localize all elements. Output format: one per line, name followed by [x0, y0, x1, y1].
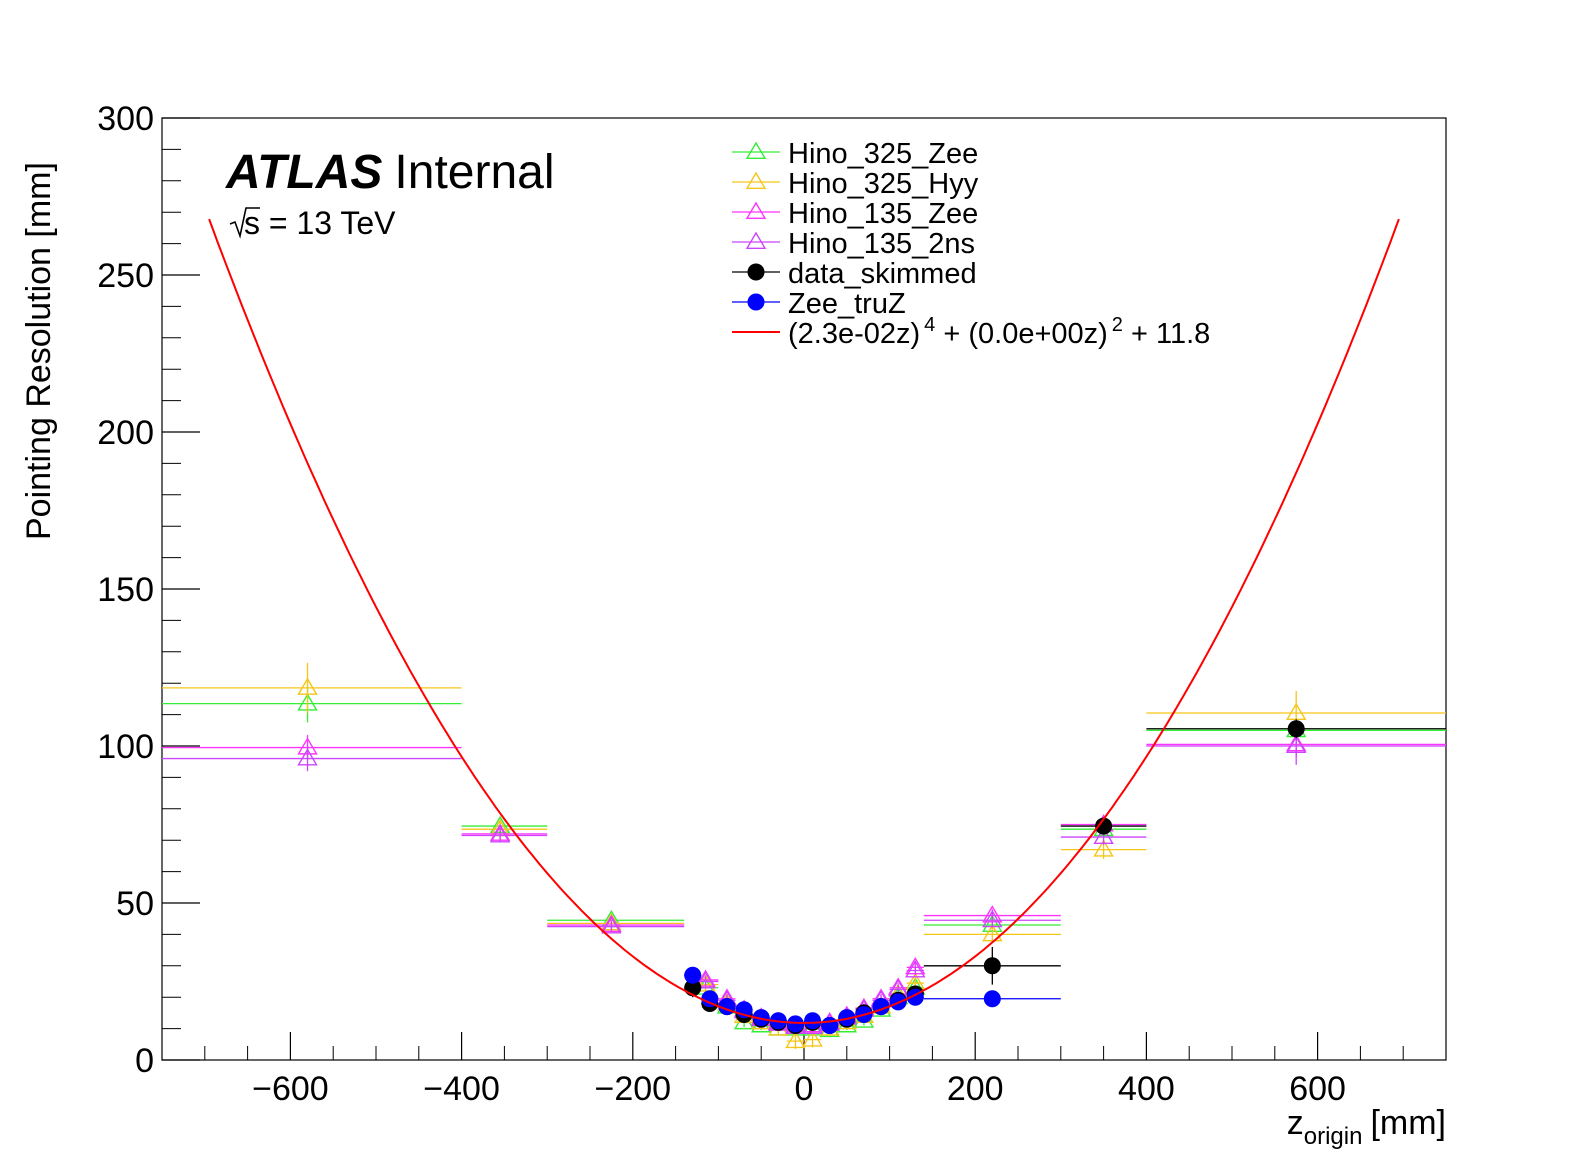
data-point [695, 969, 716, 987]
series-Hino_135_Zee [162, 731, 1446, 1033]
series-data_skimmed [684, 719, 1446, 1034]
x-axis-label-subscript: origin [1304, 1123, 1363, 1150]
data-point [1285, 735, 1307, 753]
x-tick-label: 0 [795, 1070, 814, 1108]
x-tick-label: −200 [595, 1070, 672, 1108]
legend-label: Hino_325_Zee [788, 138, 978, 170]
data-point [802, 1029, 823, 1047]
legend-swatch-marker [745, 141, 767, 159]
legend-label-exponent: 4 [924, 314, 935, 336]
legend-item-fit: (2.3e-02z) 4 + (0.0e+00z) 2 + 11.8 [732, 314, 1210, 350]
legend-swatch-marker [745, 231, 767, 249]
data-point [601, 916, 622, 934]
legend-item-Hino_135_Zee: Hino_135_Zee [732, 198, 978, 230]
legend-label-exponent: 2 [1112, 314, 1123, 336]
atlas-status: Internal [394, 146, 554, 199]
legend-item-Hino_325_Hyy: Hino_325_Hyy [732, 168, 979, 200]
legend-label: Hino_325_Hyy [788, 168, 979, 200]
legend-swatch-marker [745, 201, 767, 219]
y-axis-label: Pointing Resolution [mm] [20, 162, 58, 540]
x-tick-label: 200 [947, 1070, 1004, 1108]
x-tick-label: 400 [1118, 1070, 1175, 1108]
data-point [695, 974, 716, 992]
legend-label-part: (2.3e-02z) [788, 318, 920, 350]
legend-item-Hino_135_2ns: Hino_135_2ns [732, 228, 975, 260]
data-point [983, 990, 1001, 1008]
data-point [1093, 826, 1114, 845]
fit-curve [208, 218, 1400, 1024]
legend-label: (2.3e-02z) 4 + (0.0e+00z) 2 + 11.8 [788, 314, 1210, 350]
y-tick-label: 100 [97, 728, 154, 766]
legend-label: Hino_135_2ns [788, 228, 975, 260]
energy-label: s = 13 TeV [244, 205, 396, 241]
legend-label: Zee_truZ [788, 288, 906, 320]
data-point [785, 1030, 806, 1049]
data-point [601, 914, 622, 932]
data-point [804, 1012, 822, 1030]
data-point [695, 971, 716, 989]
legend: Hino_325_ZeeHino_325_HyyHino_135_ZeeHino… [732, 138, 1210, 350]
y-tick-label: 50 [116, 885, 154, 923]
legend-item-Zee_truZ: Zee_truZ [732, 288, 906, 320]
x-axis-label-unit: [mm] [1370, 1104, 1446, 1142]
data-point [982, 909, 1003, 928]
series-Hino_135_2ns [162, 727, 1446, 1035]
x-axis-label-main: z [1287, 1104, 1304, 1142]
series-Hino_325_Hyy [162, 662, 1446, 1050]
data-point [1093, 839, 1114, 857]
data-point [982, 924, 1003, 942]
y-tick-label: 250 [97, 257, 154, 295]
legend-label: Hino_135_Zee [788, 198, 978, 230]
y-tick-label: 300 [97, 100, 154, 138]
data-point [905, 960, 926, 978]
data-point [684, 966, 702, 984]
x-tick-label: −600 [252, 1070, 329, 1108]
data-point [983, 957, 1001, 975]
x-tick-label: 600 [1289, 1070, 1346, 1108]
legend-swatch-marker [745, 171, 767, 189]
legend-label-part: + (0.0e+00z) [935, 318, 1108, 350]
data-point [297, 748, 318, 766]
legend-swatch-marker [747, 293, 765, 311]
data-layer [162, 218, 1446, 1050]
axis-ticks: −600 −400 −200 0 200 400 600 0 50 100 150 200 250 300 [97, 100, 1447, 1108]
series-Hino_325_Zee [162, 684, 1446, 1038]
atlas-label: ATLAS Internal [225, 146, 555, 199]
legend-item-data_skimmed: data_skimmed [732, 258, 977, 290]
sqrt-symbol [229, 207, 260, 239]
data-point [489, 825, 511, 843]
legend-label-part: + 11.8 [1123, 318, 1210, 350]
x-axis-label: zorigin [mm] [1287, 1104, 1446, 1150]
legend-label: data_skimmed [788, 258, 977, 290]
data-point [297, 677, 318, 695]
legend-item-Hino_325_Zee: Hino_325_Zee [732, 138, 978, 170]
y-tick-label: 200 [97, 414, 154, 452]
legend-swatch-marker [747, 263, 765, 281]
atlas-experiment: ATLAS [225, 146, 382, 199]
y-tick-label: 150 [97, 571, 154, 609]
data-point [1287, 720, 1305, 738]
y-tick-label: 0 [135, 1042, 154, 1080]
x-tick-label: −400 [423, 1070, 500, 1108]
